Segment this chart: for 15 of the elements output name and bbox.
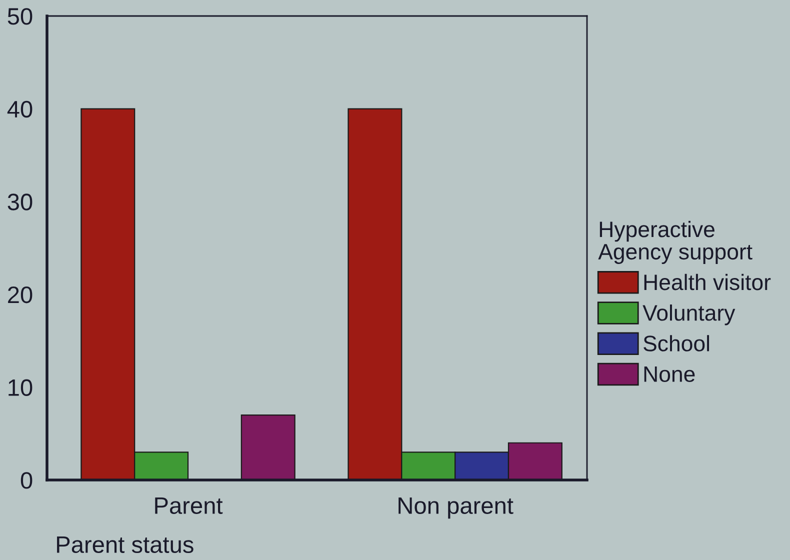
y-tick-label: 0 (20, 472, 32, 489)
y-tick-label: 40 (7, 100, 32, 118)
x-axis-title: Parent status (57, 536, 194, 554)
x-tick-label: Parent (155, 498, 223, 514)
y-tick-label: 50 (8, 8, 32, 25)
legend-label: Voluntary (642, 304, 736, 326)
legend-label: School (644, 335, 710, 352)
y-tick-label: 20 (8, 286, 32, 304)
bar (240, 414, 296, 480)
y-tick-label: 10 (8, 379, 32, 396)
legend-label: Health visitor (644, 274, 771, 290)
legend-label: None (644, 366, 695, 382)
y-tick-label: 30 (8, 194, 32, 210)
legend-title: Hyperactive Agency support (598, 220, 752, 264)
x-tick-label: Non parent (398, 498, 514, 519)
